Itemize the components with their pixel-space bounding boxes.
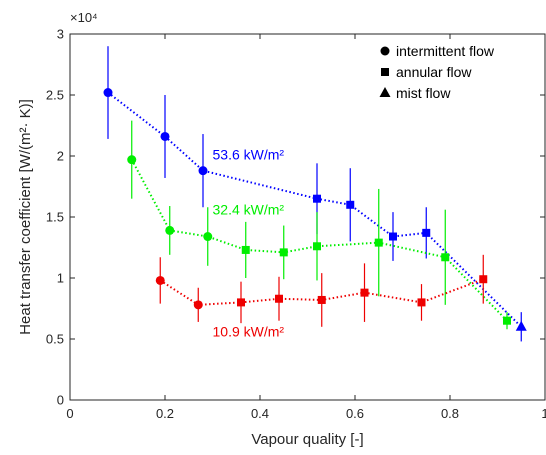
data-point [417,298,426,307]
y-tick-label: 1.5 [46,210,64,225]
data-point [441,253,450,262]
series-line [107,91,522,328]
y-tick-label: 0.5 [46,332,64,347]
plot-area: 0 0.2 0.4 0.6 0.8 1 0 0.5 1 1.5 2 2.5 3 [46,27,546,422]
series-label: 10.9 kW/m² [213,324,285,340]
data-point [237,298,245,307]
legend-label: mist flow [396,85,451,101]
data-point [313,242,321,251]
x-tick-label: 0.2 [156,406,174,421]
data-point [193,300,203,310]
data-point [515,320,527,331]
axes-frame [69,33,546,401]
y-tick-label: 1 [57,271,64,286]
y-axis-label: Heat transfer coefficient [W/(m²· K)] [17,99,34,335]
series-layer [103,46,527,342]
x-axis-label: Vapour quality [-] [251,431,363,448]
data-point [103,88,113,98]
annotation-layer: 53.6 kW/m² 32.4 kW/m² 10.9 kW/m² [213,147,285,340]
legend-label: annular flow [396,64,472,80]
data-point [165,225,175,235]
data-point [155,275,165,285]
data-point [275,294,283,303]
legend: intermittent flow annular flow mist flow [379,43,495,101]
data-point [503,316,511,325]
series-line [159,278,484,306]
data-point [313,194,321,203]
x-tick-label: 0 [66,406,73,421]
data-point [479,275,488,284]
y-exponent-label: ×10⁴ [70,10,98,25]
series-label: 32.4 kW/m² [213,202,285,218]
x-tick-label: 1 [541,406,546,421]
x-tick-label: 0.4 [251,406,269,421]
data-point [127,155,137,165]
data-point [374,238,383,247]
y-tick-label: 2 [57,149,64,164]
series-0 [103,46,527,342]
data-point [198,166,208,176]
y-tick-label: 2.5 [46,88,64,103]
data-point [346,200,355,209]
data-point [360,288,369,297]
series-1 [127,120,511,330]
data-point [317,295,326,304]
data-point [160,131,170,141]
y-tick-label: 0 [57,393,64,408]
data-point [422,228,431,237]
x-tick-label: 0.8 [441,406,459,421]
series-2 [155,254,488,327]
legend-marker [380,46,390,56]
data-point [203,232,213,242]
x-tick-label: 0.6 [346,406,364,421]
legend-marker [379,87,391,97]
legend-label: intermittent flow [396,43,495,59]
legend-marker [381,68,389,76]
data-point [241,245,250,254]
y-tick-label: 3 [57,27,64,42]
series-label: 53.6 kW/m² [213,147,285,163]
data-point [389,232,397,241]
data-point [279,248,288,257]
